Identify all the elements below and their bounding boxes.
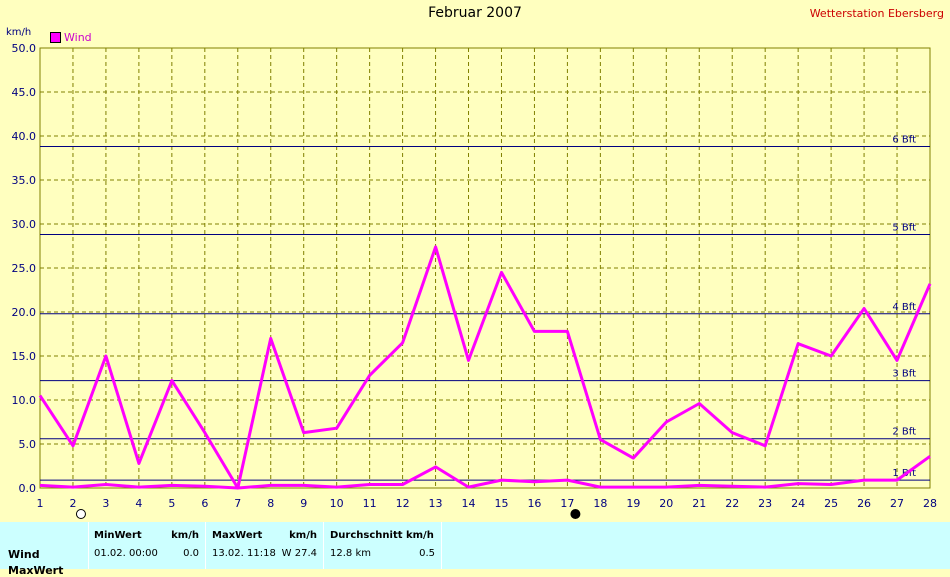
x-tick-label: 11	[363, 497, 377, 510]
bft-label: 5 Bft	[892, 223, 916, 234]
avg-value: 0.5	[419, 548, 435, 559]
min-header: MinWert	[94, 530, 142, 541]
x-tick-label: 3	[102, 497, 109, 510]
x-tick-label: 2	[69, 497, 76, 510]
max-column: MaxWert km/h 13.02. 11:18 W 27.4	[206, 522, 324, 569]
row-label-wind: Wind	[8, 548, 40, 561]
legend-swatch	[50, 32, 61, 43]
stats-label-column: Wind MaxWert	[0, 522, 89, 577]
x-tick-label: 22	[725, 497, 739, 510]
full-moon-icon	[75, 509, 86, 519]
x-tick-label: 8	[267, 497, 274, 510]
x-tick-label: 12	[396, 497, 410, 510]
x-tick-label: 4	[135, 497, 142, 510]
x-tick-label: 14	[462, 497, 476, 510]
x-tick-label: 19	[626, 497, 640, 510]
x-tick-label: 18	[593, 497, 607, 510]
x-tick-label: 28	[923, 497, 937, 510]
bft-label: 3 Bft	[892, 369, 916, 380]
y-tick-label: 5.0	[19, 438, 37, 451]
x-tick-label: 6	[201, 497, 208, 510]
y-tick-label: 15.0	[12, 350, 37, 363]
wind-series-line	[38, 245, 932, 490]
chart-title: Februar 2007	[428, 5, 522, 21]
x-tick-label: 7	[234, 497, 241, 510]
min-column: MinWert km/h 01.02. 00:00 0.0	[89, 522, 206, 569]
max-date: 13.02. 11:18	[212, 548, 276, 559]
max-value: W 27.4	[281, 548, 317, 559]
y-tick-label: 0.0	[19, 482, 37, 495]
y-tick-label: 45.0	[12, 86, 37, 99]
x-tick-label: 17	[560, 497, 574, 510]
new-moon-icon	[570, 509, 581, 519]
x-tick-label: 27	[890, 497, 904, 510]
station-name: Wetterstation Ebersberg	[809, 7, 944, 20]
y-tick-label: 40.0	[12, 130, 37, 143]
x-tick-label: 13	[429, 497, 443, 510]
y-tick-label: 35.0	[12, 174, 37, 187]
bft-label: 2 Bft	[892, 427, 916, 438]
line-chart: 0.0 5.0 10.0 15.0 20.0 25.0 30.0 35.0 40.0 45.0 50…	[12, 42, 937, 519]
min-unit-header: km/h	[171, 530, 199, 541]
avg-distance: 12.8 km	[330, 548, 371, 559]
x-tick-label: 21	[692, 497, 706, 510]
bft-label: 6 Bft	[892, 135, 916, 146]
x-tick-label: 9	[300, 497, 307, 510]
x-tick-label: 23	[758, 497, 772, 510]
min-value: 0.0	[183, 548, 199, 559]
y-tick-label: 25.0	[12, 262, 37, 275]
y-tick-label: 50.0	[12, 42, 37, 55]
chart-area: Februar 2007 Wetterstation Ebersberg km/…	[6, 5, 944, 519]
bft-label: 4 Bft	[892, 302, 916, 313]
stats-table: Wind MaxWert MinWert km/h 01.02. 00:00 0…	[0, 522, 950, 577]
max-unit-header: km/h	[289, 530, 317, 541]
y-axis-unit: km/h	[6, 27, 32, 38]
x-tick-label: 25	[824, 497, 838, 510]
min-date: 01.02. 00:00	[94, 548, 158, 559]
y-tick-label: 20.0	[12, 306, 37, 319]
x-tick-label: 5	[168, 497, 175, 510]
avg-column: Durchschnitt km/h 12.8 km 0.5	[324, 522, 442, 569]
x-tick-label: 26	[857, 497, 871, 510]
x-tick-label: 16	[527, 497, 541, 510]
legend: Wind	[50, 31, 92, 44]
avg-header: Durchschnitt km/h	[330, 530, 434, 541]
max-header: MaxWert	[212, 530, 263, 541]
legend-label: Wind	[64, 31, 92, 44]
row-label-maxwert: MaxWert	[8, 564, 64, 577]
wind-min-series-line	[39, 455, 931, 490]
x-tick-label: 15	[494, 497, 508, 510]
x-tick-label: 10	[330, 497, 344, 510]
x-tick-label: 24	[791, 497, 805, 510]
y-tick-label: 30.0	[12, 218, 37, 231]
y-tick-label: 10.0	[12, 394, 37, 407]
x-tick-label: 20	[659, 497, 673, 510]
x-tick-label: 1	[37, 497, 44, 510]
